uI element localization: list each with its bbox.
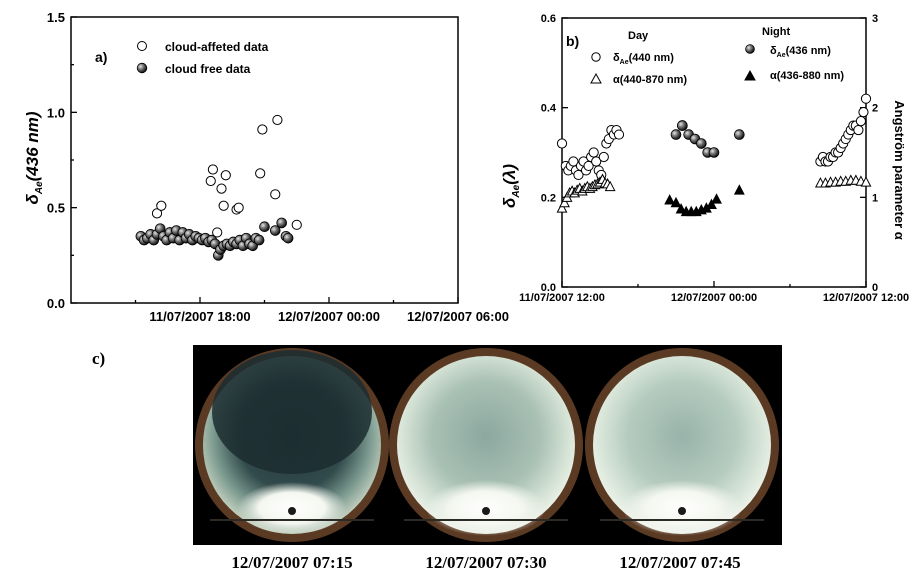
y-tick-label: 0.4: [541, 103, 557, 115]
shadow-band-disk: [678, 507, 686, 515]
delta-440-point: [860, 93, 872, 104]
chart-a-legend: cloud-affeted data cloud free data: [136, 40, 269, 76]
delta-440-point: [598, 151, 609, 163]
alpha-436-880-point: [711, 193, 722, 204]
sky-photo-1: [195, 348, 389, 542]
alpha-440-870-point: [604, 180, 616, 192]
delta-440-point: [858, 107, 869, 118]
legend-filled-triangle-marker: [744, 69, 756, 81]
y2-tick-label: 3: [872, 13, 878, 25]
cloud-affected-point: [257, 124, 268, 135]
chart-a: δAe(436 nm) 0.0 0.5 1.0 1.5 11/07/2007 18:0…: [23, 10, 509, 324]
delta-436-point: [708, 147, 720, 158]
alpha-440-870-point: [556, 202, 568, 213]
y2-tick-label: 1: [872, 192, 878, 204]
delta-440-point: [588, 147, 599, 158]
alpha-436-880-point: [675, 203, 687, 214]
sky-photo-3: [585, 348, 779, 542]
legend-open-circle-marker: [137, 41, 147, 51]
legend-open-circle-marker: [591, 52, 601, 62]
cloud-affected-point: [255, 168, 266, 179]
cloud-affected-point: [205, 175, 216, 187]
sky-photo-2: [389, 348, 583, 542]
x-tick-label: 12/07/2007 12:00: [823, 292, 909, 304]
photos-panel-label: c): [92, 349, 105, 368]
delta-436-point: [670, 129, 682, 140]
legend-group-title-day: Day: [628, 30, 649, 42]
delta-440-point: [613, 129, 625, 140]
legend-group-title-night: Night: [762, 26, 790, 38]
cloud-affected-point: [218, 200, 229, 211]
x-tick-label: 12/07/2007 00:00: [278, 309, 380, 324]
cloud-affected-point: [207, 164, 218, 175]
chart-b-y-axis-label: δAe(λ): [500, 164, 522, 208]
legend-label-cloud-free: cloud free data: [165, 62, 251, 76]
legend-label-alpha-440-870: α(440-870 nm): [613, 74, 687, 86]
photo-caption-3: 12/07/2007 07:45: [619, 553, 740, 572]
legend-label-cloud-affected: cloud-affeted data: [165, 40, 269, 54]
delta-436-point: [677, 120, 688, 131]
y-tick-label: 1.0: [47, 105, 65, 120]
cloud-affected-point: [151, 208, 163, 219]
alpha-440-870-point: [860, 176, 872, 187]
alpha-436-880-point: [664, 194, 676, 205]
chart-a-y-axis-label: δAe(436 nm): [23, 111, 45, 204]
cloud-affected-point: [156, 200, 167, 211]
shadow-band-disk: [288, 507, 296, 515]
delta-440-point: [556, 138, 568, 149]
legend-open-triangle-marker: [590, 72, 602, 84]
y2-tick-label: 2: [872, 103, 878, 115]
delta-440-point: [855, 116, 867, 127]
cloud-free-point: [269, 225, 281, 236]
y-tick-label: 0.0: [47, 296, 65, 311]
delta-436-point: [734, 129, 745, 140]
x-tick-label: 12/07/2007 06:00: [407, 309, 509, 324]
chart-b-legend: Day δAe(440 nm) α(440-870 nm) Night δAe(…: [590, 26, 844, 86]
x-tick-label: 11/07/2007 18:00: [149, 309, 250, 324]
photo-caption-1: 12/07/2007 07:15: [231, 553, 352, 572]
alpha-436-880-point: [706, 198, 717, 210]
legend-label-delta-436: δAe(436 nm): [770, 45, 831, 59]
cloud-free-point: [282, 232, 294, 244]
y-tick-label: 0.5: [47, 201, 65, 216]
photo-caption-2: 12/07/2007 07:30: [425, 553, 546, 572]
cloud-affected-point: [270, 189, 281, 200]
y-tick-label: 0.2: [541, 192, 556, 204]
x-tick-label: 12/07/2007 00:00: [671, 292, 757, 304]
cloud-affected-point: [220, 170, 231, 181]
sky-camera-photos: c) 12/07/2007 07:15 12/07/2007 07:30 12: [92, 345, 782, 572]
y-tick-label: 1.5: [47, 10, 65, 25]
chart-b-panel-label: b): [566, 33, 579, 49]
chart-a-panel-label: a): [95, 49, 107, 65]
alpha-440-870-point: [559, 196, 570, 208]
delta-440-point: [853, 124, 864, 136]
cloud-affected-point: [216, 183, 227, 194]
legend-sphere-marker: [745, 44, 755, 54]
cloud-layer: [212, 350, 372, 474]
legend-sphere-marker: [136, 62, 148, 74]
delta-436-point: [696, 138, 707, 149]
chart-a-plot-frame: [70, 16, 459, 304]
legend-label-alpha-436-880: α(436-880 nm): [770, 70, 844, 82]
y-tick-label: 0.6: [541, 13, 556, 25]
y-tick-label: 0.0: [541, 282, 556, 294]
x-tick-label: 11/07/2007 12:00: [519, 292, 605, 304]
y2-tick-label: 0: [872, 282, 878, 294]
cloud-affected-point: [272, 114, 283, 126]
cloud-free-point: [276, 217, 288, 229]
shadow-band-disk: [482, 507, 490, 515]
chart-b-right-axis-label: Angström parameter α: [892, 100, 907, 239]
cloud-affected-point: [233, 202, 244, 213]
legend-label-delta-440: δAe(440 nm): [613, 52, 674, 66]
cloud-affected-point: [212, 227, 223, 238]
alpha-436-880-point: [733, 184, 745, 195]
cloud-affected-point: [291, 219, 302, 230]
alpha-436-880-point: [670, 196, 682, 208]
cloud-free-point: [253, 234, 265, 246]
cloud-free-point: [259, 221, 270, 233]
chart-b: δAe(λ) Angström parameter α 0.0 0.2 0.4 0.6…: [500, 13, 909, 304]
